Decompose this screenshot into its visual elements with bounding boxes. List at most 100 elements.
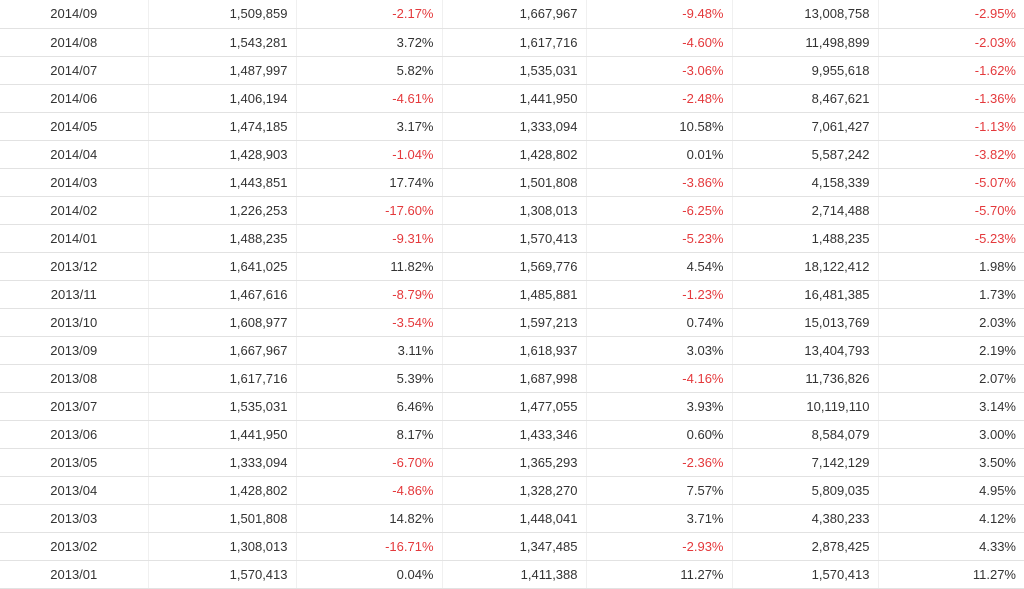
value-cell: 1,333,094 (148, 448, 297, 477)
table-row: 2013/11 1,467,616 -8.79% 1,485,881 -1.23% 16,… (0, 280, 1024, 309)
cumulative-percent-cell: 2.03% (878, 308, 1024, 337)
value-cell: 1,570,413 (442, 224, 587, 253)
percent-cell: 7.57% (586, 476, 733, 505)
percent-cell: -2.36% (586, 448, 733, 477)
percent-cell: 0.74% (586, 308, 733, 337)
value-cell: 1,448,041 (442, 504, 587, 533)
cumulative-percent-cell: -5.07% (878, 168, 1024, 197)
value-cell: 1,308,013 (442, 196, 587, 225)
value-cell: 1,509,859 (148, 0, 297, 29)
percent-cell: -8.79% (296, 280, 443, 309)
table-row: 2014/04 1,428,903 -1.04% 1,428,802 0.01% 5,58… (0, 140, 1024, 169)
cumulative-percent-cell: 3.14% (878, 392, 1024, 421)
cumulative-value-cell: 13,404,793 (732, 336, 879, 365)
month-cell: 2014/08 (0, 28, 149, 57)
value-cell: 1,667,967 (148, 336, 297, 365)
cumulative-percent-cell: 1.98% (878, 252, 1024, 281)
value-cell: 1,543,281 (148, 28, 297, 57)
cumulative-value-cell: 11,498,899 (732, 28, 879, 57)
value-cell: 1,617,716 (442, 28, 587, 57)
table-row: 2014/02 1,226,253 -17.60% 1,308,013 -6.25% 2,… (0, 196, 1024, 225)
table-row: 2013/09 1,667,967 3.11% 1,618,937 3.03% 13,40… (0, 336, 1024, 365)
value-cell: 1,406,194 (148, 84, 297, 113)
cumulative-percent-cell: -3.82% (878, 140, 1024, 169)
value-cell: 1,487,997 (148, 56, 297, 85)
cumulative-percent-cell: -1.36% (878, 84, 1024, 113)
value-cell: 1,569,776 (442, 252, 587, 281)
value-cell: 1,488,235 (148, 224, 297, 253)
table-row: 2013/03 1,501,808 14.82% 1,448,041 3.71% 4,38… (0, 504, 1024, 533)
cumulative-value-cell: 10,119,110 (732, 392, 879, 421)
percent-cell: 8.17% (296, 420, 443, 449)
cumulative-percent-cell: 3.50% (878, 448, 1024, 477)
value-cell: 1,597,213 (442, 308, 587, 337)
value-cell: 1,535,031 (148, 392, 297, 421)
month-cell: 2013/03 (0, 504, 149, 533)
value-cell: 1,618,937 (442, 336, 587, 365)
value-cell: 1,347,485 (442, 532, 587, 561)
cumulative-percent-cell: 3.00% (878, 420, 1024, 449)
cumulative-value-cell: 15,013,769 (732, 308, 879, 337)
table-row: 2013/04 1,428,802 -4.86% 1,328,270 7.57% 5,80… (0, 476, 1024, 505)
percent-cell: -3.06% (586, 56, 733, 85)
percent-cell: -5.23% (586, 224, 733, 253)
cumulative-value-cell: 1,488,235 (732, 224, 879, 253)
value-cell: 1,474,185 (148, 112, 297, 141)
percent-cell: -6.70% (296, 448, 443, 477)
percent-cell: 3.71% (586, 504, 733, 533)
value-cell: 1,428,802 (148, 476, 297, 505)
percent-cell: -2.17% (296, 0, 443, 29)
cumulative-percent-cell: 2.07% (878, 364, 1024, 393)
cumulative-value-cell: 13,008,758 (732, 0, 879, 29)
cumulative-value-cell: 4,380,233 (732, 504, 879, 533)
percent-cell: 17.74% (296, 168, 443, 197)
month-cell: 2014/02 (0, 196, 149, 225)
percent-cell: -17.60% (296, 196, 443, 225)
month-cell: 2013/10 (0, 308, 149, 337)
percent-cell: 11.82% (296, 252, 443, 281)
percent-cell: -16.71% (296, 532, 443, 561)
month-cell: 2014/09 (0, 0, 149, 29)
cumulative-percent-cell: 4.12% (878, 504, 1024, 533)
cumulative-value-cell: 5,587,242 (732, 140, 879, 169)
table-row: 2013/05 1,333,094 -6.70% 1,365,293 -2.36% 7,1… (0, 448, 1024, 477)
cumulative-value-cell: 11,736,826 (732, 364, 879, 393)
table-row: 2013/07 1,535,031 6.46% 1,477,055 3.93% 10,11… (0, 392, 1024, 421)
value-cell: 1,501,808 (148, 504, 297, 533)
percent-cell: -1.23% (586, 280, 733, 309)
percent-cell: -4.16% (586, 364, 733, 393)
table-row: 2014/09 1,509,859 -2.17% 1,667,967 -9.48% 13,… (0, 0, 1024, 29)
table-row: 2013/02 1,308,013 -16.71% 1,347,485 -2.93% 2,… (0, 532, 1024, 561)
month-cell: 2013/11 (0, 280, 149, 309)
value-cell: 1,441,950 (442, 84, 587, 113)
cumulative-value-cell: 7,061,427 (732, 112, 879, 141)
table-row: 2013/06 1,441,950 8.17% 1,433,346 0.60% 8,584… (0, 420, 1024, 449)
value-cell: 1,428,903 (148, 140, 297, 169)
value-cell: 1,308,013 (148, 532, 297, 561)
percent-cell: -3.54% (296, 308, 443, 337)
cumulative-percent-cell: 2.19% (878, 336, 1024, 365)
value-cell: 1,535,031 (442, 56, 587, 85)
value-cell: 1,501,808 (442, 168, 587, 197)
cumulative-value-cell: 18,122,412 (732, 252, 879, 281)
percent-cell: -2.48% (586, 84, 733, 113)
table-row: 2013/08 1,617,716 5.39% 1,687,998 -4.16% 11,7… (0, 364, 1024, 393)
value-cell: 1,443,851 (148, 168, 297, 197)
cumulative-percent-cell: 4.95% (878, 476, 1024, 505)
percent-cell: 6.46% (296, 392, 443, 421)
cumulative-value-cell: 16,481,385 (732, 280, 879, 309)
percent-cell: 5.82% (296, 56, 443, 85)
percent-cell: -9.31% (296, 224, 443, 253)
percent-cell: 3.03% (586, 336, 733, 365)
percent-cell: 5.39% (296, 364, 443, 393)
percent-cell: 10.58% (586, 112, 733, 141)
table-row: 2014/07 1,487,997 5.82% 1,535,031 -3.06% 9,95… (0, 56, 1024, 85)
value-cell: 1,328,270 (442, 476, 587, 505)
percent-cell: 3.11% (296, 336, 443, 365)
value-cell: 1,608,977 (148, 308, 297, 337)
cumulative-percent-cell: 4.33% (878, 532, 1024, 561)
month-cell: 2013/05 (0, 448, 149, 477)
cumulative-percent-cell: -2.03% (878, 28, 1024, 57)
value-cell: 1,226,253 (148, 196, 297, 225)
